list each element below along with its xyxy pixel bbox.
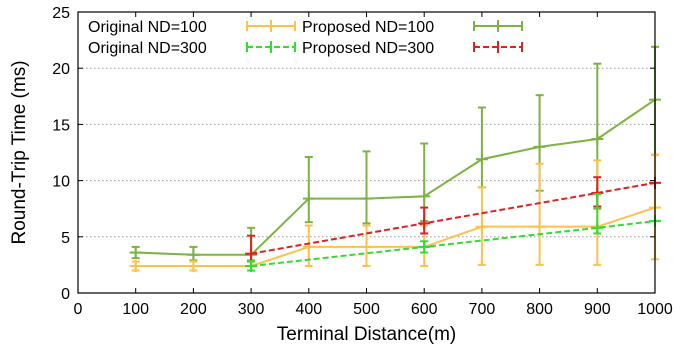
- data-point-marker: [418, 190, 431, 203]
- x-axis-label: Terminal Distance(m): [277, 324, 456, 345]
- y-axis-label: Round-Trip Time (ms): [9, 60, 30, 244]
- x-tick-label: 900: [584, 301, 611, 318]
- data-point-marker: [302, 192, 315, 205]
- data-point-marker: [187, 260, 200, 273]
- data-point-marker: [533, 220, 546, 233]
- data-point-marker: [187, 248, 200, 261]
- data-point-marker: [245, 260, 258, 273]
- data-point-marker: [245, 247, 258, 260]
- legend-label: Original ND=300: [88, 40, 207, 57]
- data-point-marker: [591, 221, 604, 234]
- x-tick-label: 100: [122, 301, 149, 318]
- legend-label: Original ND=100: [88, 19, 207, 36]
- data-point-marker: [360, 192, 373, 205]
- x-tick-label: 200: [180, 301, 207, 318]
- y-tick-label: 10: [52, 174, 70, 191]
- axis-ticks: 0 100 200 300 400 500 600 700 800 900 1000 0 5 10 15 20…: [52, 5, 673, 318]
- y-tick-label: 25: [52, 5, 70, 22]
- data-point-marker: [129, 260, 142, 273]
- x-tick-label: 0: [74, 301, 83, 318]
- series-line: [250, 181, 656, 255]
- legend-label: Proposed ND=100: [302, 19, 434, 36]
- y-tick-label: 5: [61, 230, 70, 247]
- data-point-marker: [591, 133, 604, 146]
- legend: Original ND=100 Proposed ND=100 Original N…: [88, 19, 523, 57]
- legend-item: Original ND=300: [88, 40, 296, 57]
- legend-label: Proposed ND=300: [302, 40, 434, 57]
- data-point-marker: [475, 220, 488, 233]
- x-tick-label: 700: [469, 301, 496, 318]
- x-tick-label: 500: [353, 301, 380, 318]
- y-tick-label: 0: [61, 286, 70, 303]
- data-point-marker: [475, 153, 488, 166]
- data-point-marker: [360, 240, 373, 253]
- x-tick-label: 600: [411, 301, 438, 318]
- data-point-marker: [418, 240, 431, 253]
- legend-item: Original ND=100: [88, 19, 296, 36]
- series-line: [250, 220, 656, 268]
- series-line: [135, 98, 656, 256]
- data-point-marker: [129, 246, 142, 259]
- x-tick-label: 300: [238, 301, 265, 318]
- legend-item: Proposed ND=300: [302, 40, 523, 57]
- legend-item: Proposed ND=100: [302, 19, 523, 36]
- x-tick-label: 1000: [637, 301, 673, 318]
- y-tick-label: 15: [52, 117, 70, 134]
- series-line: [135, 206, 656, 268]
- plot-series: [129, 45, 661, 273]
- y-tick-label: 20: [52, 61, 70, 78]
- series-3: [245, 176, 661, 263]
- data-point-marker: [533, 140, 546, 153]
- x-tick-label: 400: [295, 301, 322, 318]
- data-point-marker: [418, 217, 431, 230]
- x-tick-label: 800: [526, 301, 553, 318]
